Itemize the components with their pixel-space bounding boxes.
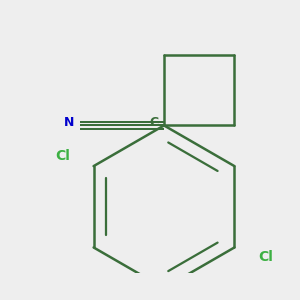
Text: Cl: Cl bbox=[258, 250, 273, 264]
Text: C: C bbox=[149, 116, 158, 129]
Text: Cl: Cl bbox=[55, 149, 70, 163]
Text: N: N bbox=[64, 116, 74, 129]
